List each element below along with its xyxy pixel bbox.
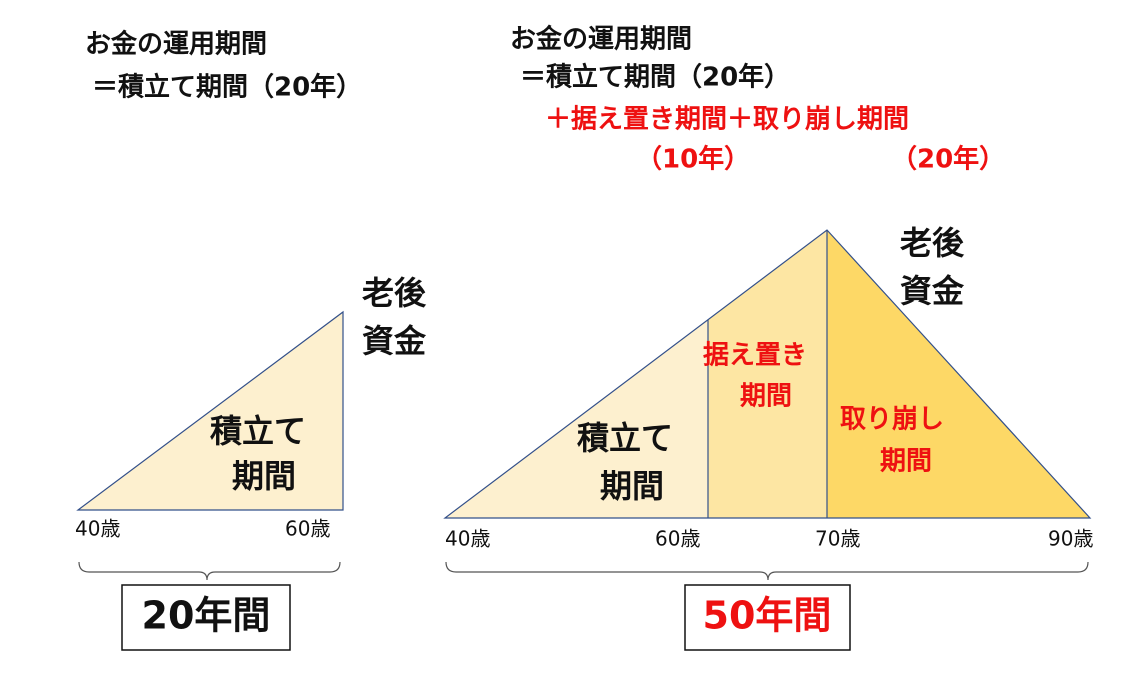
title-line: お金の運用期間 xyxy=(510,24,692,55)
age-label: 70歳 xyxy=(815,527,860,551)
age-label: 60歳 xyxy=(655,527,700,551)
age-label: 60歳 xyxy=(285,517,330,541)
title-line: ＝積立て期間（20年） xyxy=(520,62,790,93)
span-label: 50年間 xyxy=(703,594,832,638)
region-label: 取り崩し xyxy=(840,405,944,435)
title-line: ＝積立て期間（20年） xyxy=(92,72,362,103)
brace xyxy=(445,561,1089,581)
region-label: 積立て xyxy=(210,412,306,450)
span-box xyxy=(121,584,291,651)
age-label: 90歳 xyxy=(1048,527,1093,551)
age-label: 40歳 xyxy=(75,517,120,541)
duration: （10年） xyxy=(636,144,750,175)
title-line: お金の運用期間 xyxy=(85,29,267,60)
duration: （20年） xyxy=(891,144,1005,175)
brace xyxy=(78,561,341,581)
outline xyxy=(443,229,1092,519)
span-label: 20年間 xyxy=(142,594,271,638)
region-label: 期間 xyxy=(880,447,932,477)
age-label: 40歳 xyxy=(445,527,490,551)
deferral-region xyxy=(708,230,827,518)
funds-label: 資金 xyxy=(362,322,427,360)
funds-label: 資金 xyxy=(900,272,965,310)
title-added: ＋据え置き期間＋取り崩し期間 xyxy=(545,105,909,135)
accumulation-triangle xyxy=(76,310,344,511)
region-label: 積立て xyxy=(577,419,673,457)
funds-label: 老後 xyxy=(362,274,427,312)
region-label: 期間 xyxy=(232,457,296,495)
span-box xyxy=(684,584,851,651)
region-label: 据え置き xyxy=(703,341,807,371)
funds-label: 老後 xyxy=(900,224,965,262)
region-label: 期間 xyxy=(740,382,792,412)
region-label: 期間 xyxy=(600,467,664,505)
